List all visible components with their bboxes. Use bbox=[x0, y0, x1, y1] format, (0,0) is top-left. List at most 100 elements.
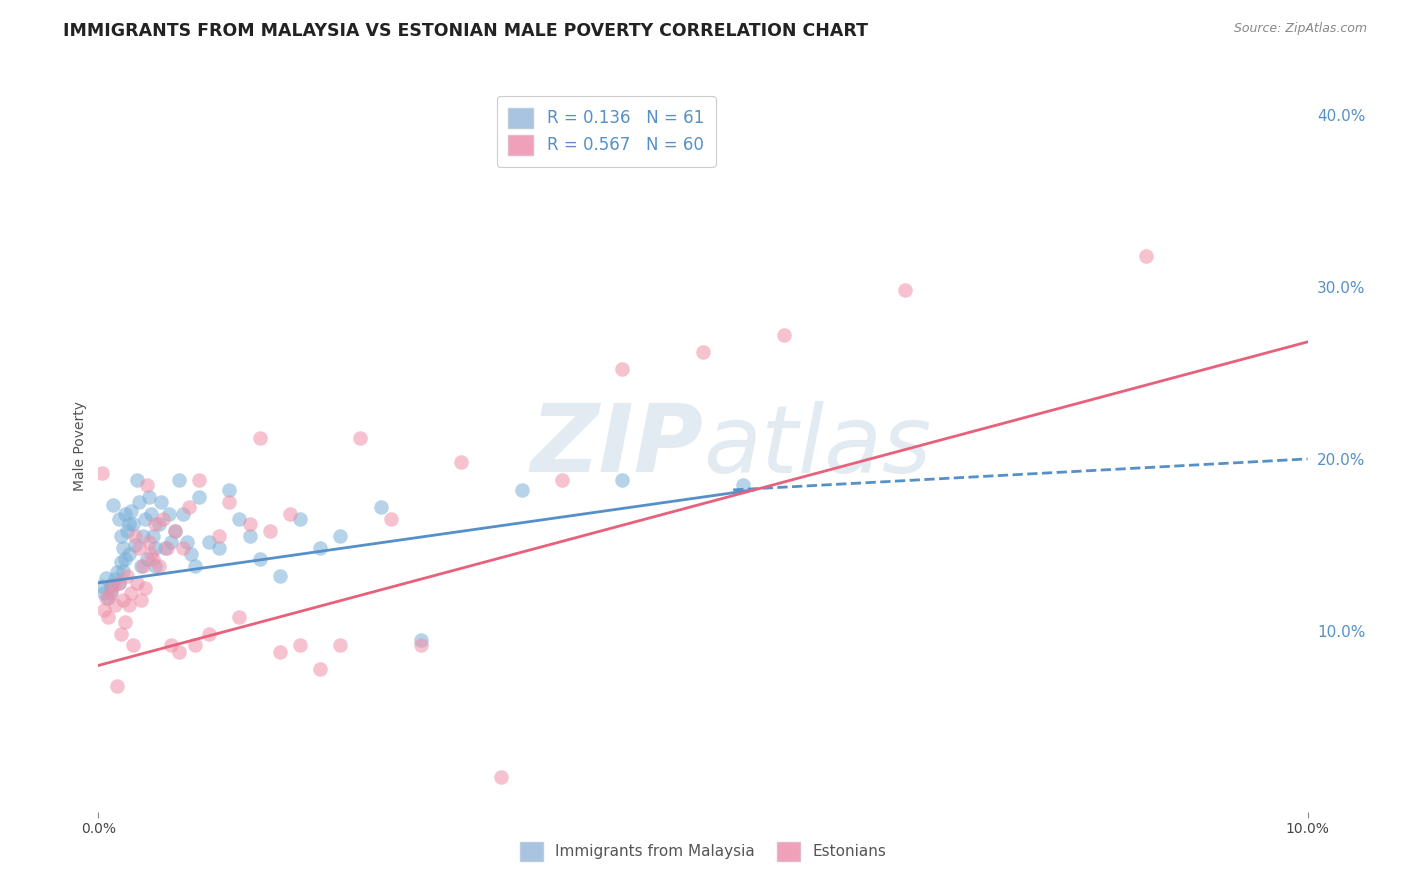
Point bbox=[110, 529, 132, 543]
Point bbox=[259, 524, 281, 539]
Point bbox=[138, 490, 160, 504]
Point bbox=[124, 538, 146, 552]
Point bbox=[772, 328, 794, 343]
Point bbox=[105, 566, 128, 580]
Point bbox=[239, 517, 262, 532]
Point bbox=[510, 483, 533, 497]
Point bbox=[409, 632, 432, 647]
Point bbox=[156, 541, 179, 556]
Point bbox=[288, 638, 311, 652]
Point bbox=[160, 638, 183, 652]
Point bbox=[114, 551, 136, 566]
Point bbox=[139, 547, 162, 561]
Point bbox=[129, 558, 152, 573]
Point bbox=[157, 507, 180, 521]
Point bbox=[309, 541, 332, 556]
Point bbox=[167, 645, 190, 659]
Point bbox=[143, 558, 166, 573]
Point bbox=[450, 455, 472, 469]
Point bbox=[135, 477, 157, 491]
Point bbox=[269, 569, 291, 583]
Point bbox=[100, 584, 122, 599]
Point bbox=[118, 517, 141, 532]
Point bbox=[180, 547, 202, 561]
Point bbox=[551, 473, 574, 487]
Point bbox=[152, 512, 174, 526]
Point bbox=[103, 598, 125, 612]
Point bbox=[893, 283, 915, 297]
Legend: R = 0.136   N = 61, R = 0.567   N = 60: R = 0.136 N = 61, R = 0.567 N = 60 bbox=[496, 96, 716, 167]
Point bbox=[110, 555, 132, 569]
Point bbox=[163, 524, 186, 539]
Point bbox=[124, 529, 146, 543]
Point bbox=[100, 586, 122, 600]
Point bbox=[188, 473, 211, 487]
Point bbox=[172, 541, 194, 556]
Point bbox=[278, 507, 301, 521]
Point bbox=[218, 495, 240, 509]
Point bbox=[142, 529, 165, 543]
Legend: Immigrants from Malaysia, Estonians: Immigrants from Malaysia, Estonians bbox=[512, 834, 894, 868]
Point bbox=[208, 529, 231, 543]
Point bbox=[120, 586, 142, 600]
Point bbox=[198, 534, 221, 549]
Text: ZIP: ZIP bbox=[530, 400, 703, 492]
Point bbox=[96, 591, 118, 606]
Point bbox=[132, 529, 155, 543]
Point bbox=[118, 547, 141, 561]
Point bbox=[692, 345, 714, 359]
Point bbox=[132, 558, 155, 573]
Point bbox=[249, 551, 271, 566]
Point bbox=[91, 466, 114, 480]
Point bbox=[184, 558, 207, 573]
Text: Source: ZipAtlas.com: Source: ZipAtlas.com bbox=[1233, 22, 1367, 36]
Point bbox=[329, 638, 352, 652]
Point bbox=[1135, 249, 1157, 263]
Point bbox=[612, 362, 634, 376]
Point bbox=[288, 512, 311, 526]
Point bbox=[491, 770, 513, 784]
Point bbox=[218, 483, 240, 497]
Point bbox=[107, 575, 129, 590]
Point bbox=[184, 638, 207, 652]
Point bbox=[163, 524, 186, 539]
Point bbox=[160, 534, 183, 549]
Point bbox=[349, 431, 371, 445]
Point bbox=[105, 679, 128, 693]
Point bbox=[172, 507, 194, 521]
Point bbox=[249, 431, 271, 445]
Point bbox=[370, 500, 392, 514]
Point bbox=[134, 512, 156, 526]
Point bbox=[148, 517, 170, 532]
Point bbox=[198, 627, 221, 641]
Point bbox=[139, 507, 162, 521]
Point bbox=[176, 534, 198, 549]
Point bbox=[110, 627, 132, 641]
Point bbox=[97, 591, 120, 606]
Point bbox=[96, 571, 118, 585]
Point bbox=[107, 575, 129, 590]
Point bbox=[93, 586, 115, 600]
Point bbox=[115, 569, 138, 583]
Point bbox=[114, 507, 136, 521]
Point bbox=[138, 534, 160, 549]
Point bbox=[135, 551, 157, 566]
Point bbox=[142, 551, 165, 566]
Text: atlas: atlas bbox=[703, 401, 931, 491]
Point bbox=[115, 524, 138, 539]
Point bbox=[128, 495, 150, 509]
Point bbox=[188, 490, 211, 504]
Point bbox=[380, 512, 402, 526]
Point bbox=[612, 473, 634, 487]
Point bbox=[409, 638, 432, 652]
Point bbox=[228, 512, 250, 526]
Point bbox=[179, 500, 201, 514]
Point bbox=[153, 541, 176, 556]
Point bbox=[100, 577, 122, 591]
Point bbox=[134, 581, 156, 595]
Point bbox=[101, 499, 124, 513]
Point bbox=[111, 564, 134, 578]
Point bbox=[309, 662, 332, 676]
Text: IMMIGRANTS FROM MALAYSIA VS ESTONIAN MALE POVERTY CORRELATION CHART: IMMIGRANTS FROM MALAYSIA VS ESTONIAN MAL… bbox=[63, 22, 869, 40]
Point bbox=[329, 529, 352, 543]
